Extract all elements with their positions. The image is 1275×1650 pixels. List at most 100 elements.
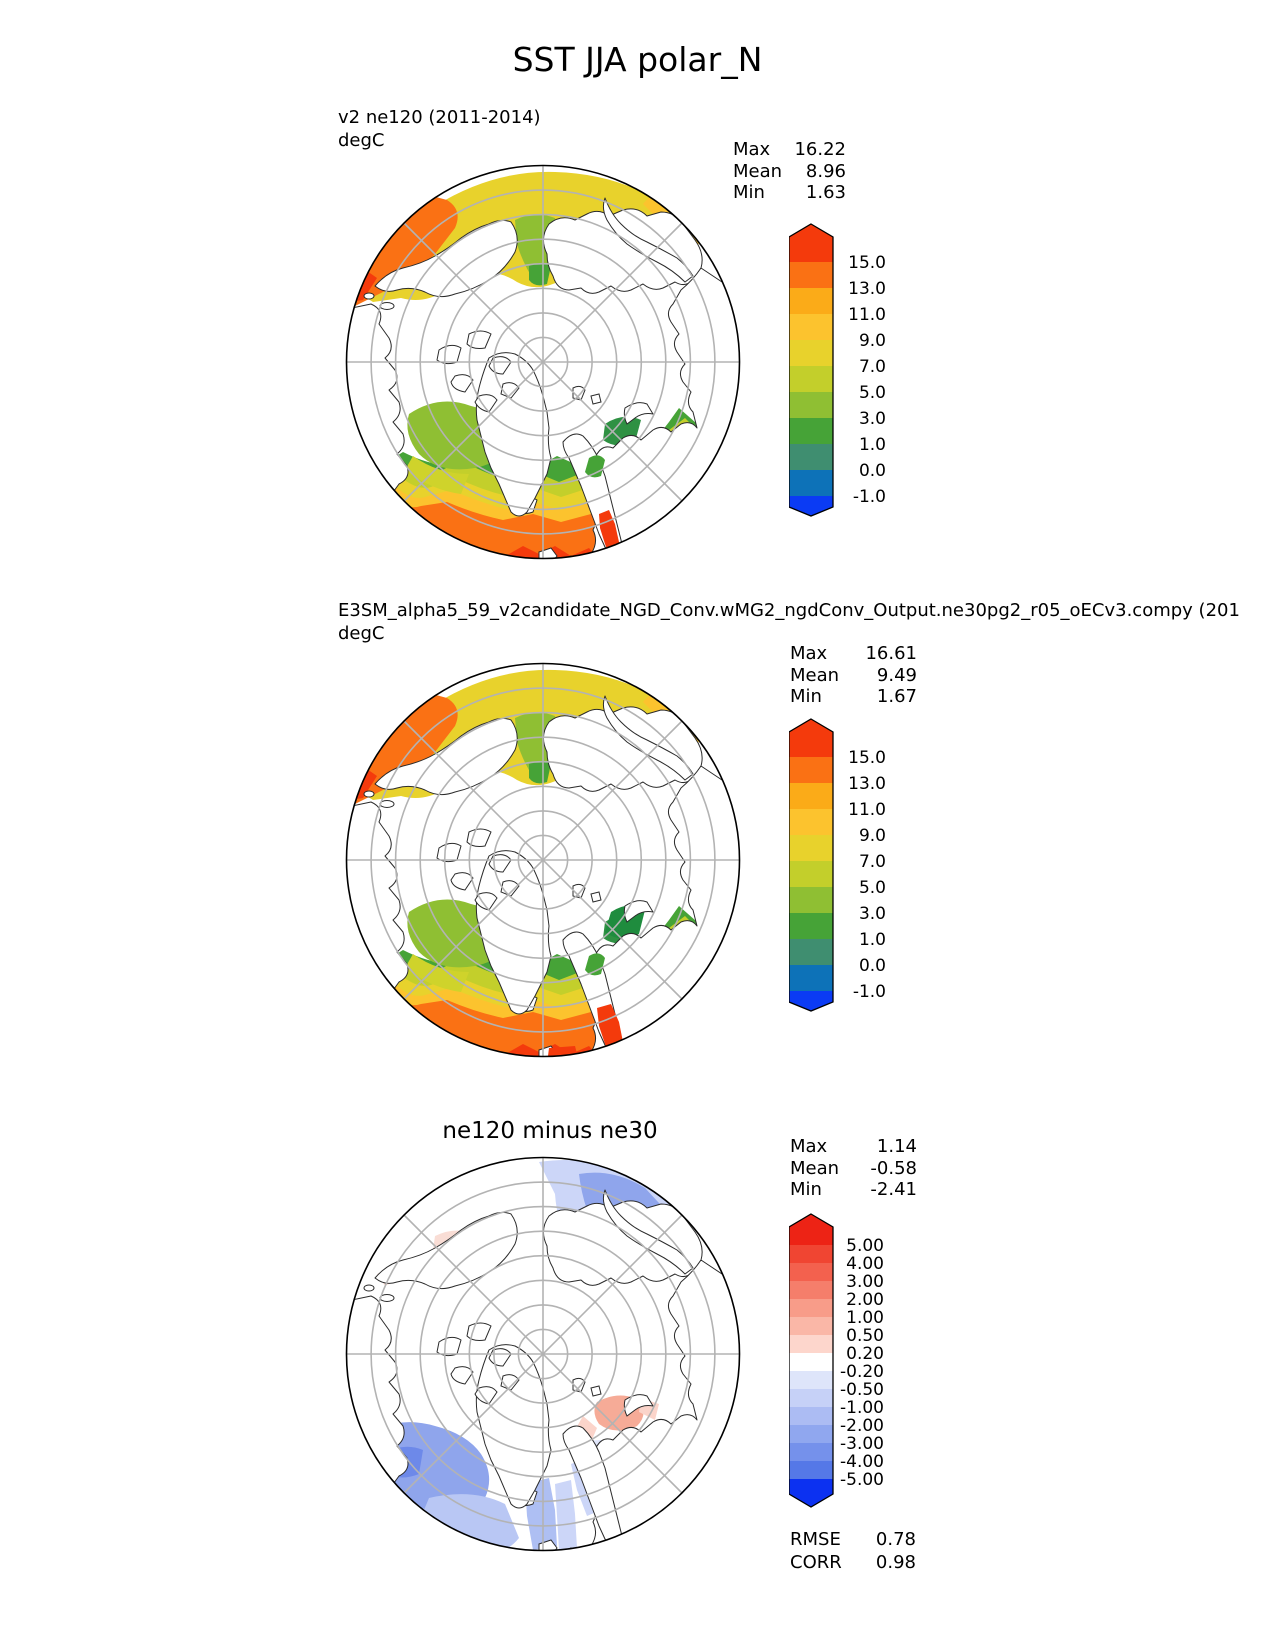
- colorbar-band: [789, 366, 833, 392]
- colorbar-tick-label: 2.00: [846, 1290, 884, 1310]
- stat-value: 16.22: [794, 139, 846, 160]
- colorbar-tick-label: 0.50: [846, 1326, 884, 1346]
- colorbar-tick-label: 0.20: [846, 1344, 884, 1364]
- colorbar-tick-label: 1.0: [859, 435, 886, 455]
- colorbar-band: [789, 496, 833, 516]
- colorbar-outline: [789, 718, 834, 1012]
- stat-label: Min: [733, 182, 765, 203]
- colorbar-band: [789, 1407, 833, 1425]
- stat-label: Mean: [790, 664, 840, 686]
- stat-label: Max: [790, 1136, 828, 1157]
- colorbar-outline: [789, 1213, 834, 1508]
- colorbar-tick-label: 5.0: [859, 383, 886, 403]
- colorbar-tick-label: 5.00: [846, 1236, 884, 1256]
- colorbar-tick-label: 0.0: [859, 956, 886, 976]
- colorbar-band: [789, 288, 833, 314]
- stat-value: 8.96: [805, 160, 846, 182]
- colorbar-band: [789, 835, 833, 861]
- panel2-dataset-name: E3SM_alpha5_59_v2candidate_NGD_Conv.wMG2…: [338, 600, 1240, 621]
- stat-label: Mean: [790, 1157, 840, 1179]
- colorbar-band: [789, 340, 833, 366]
- panel1-stats: Max 16.22 Mean 8.96 Min 1.63: [733, 139, 846, 204]
- figure-title: SST JJA polar_N: [512, 40, 763, 79]
- colorbar-tick-label: -1.0: [853, 487, 886, 507]
- colorbar-tick-label: -1.0: [853, 982, 886, 1002]
- colorbar-tick-label: 3.00: [846, 1272, 884, 1292]
- south-warm-spot: [547, 1046, 579, 1057]
- panel1-dataset-name: v2 ne120 (2011-2014): [338, 107, 541, 128]
- colorbar-tick-label: 13.0: [848, 774, 886, 794]
- colorbar-tick-label: -5.00: [840, 1470, 884, 1490]
- colorbar-band: [789, 470, 833, 496]
- colorbar-tick-label: 15.0: [848, 748, 886, 768]
- colorbar-band: [789, 913, 833, 939]
- panel3-stats: Max 1.14 Mean -0.58 Min -2.41: [790, 1136, 917, 1201]
- colorbar-outline: [789, 223, 834, 517]
- colorbar-tick-label: 7.0: [859, 852, 886, 872]
- colorbar-band: [789, 991, 833, 1011]
- stat-value: 1.67: [876, 686, 917, 707]
- panel2-stats: Max 16.61 Mean 9.49 Min 1.67: [790, 643, 917, 708]
- colorbar-band: [789, 444, 833, 470]
- colorbar-ne120: 15.0 13.0 11.0 9.0 7.0 5.0 3.0 1.0 0.0 -1.0: [789, 223, 886, 517]
- colorbar-tick-label: 3.0: [859, 904, 886, 924]
- colorbar-band: [789, 965, 833, 991]
- map-polar-ne30: [345, 662, 741, 1058]
- colorbar-band: [789, 1479, 833, 1507]
- colorbar-band: [789, 1443, 833, 1461]
- colorbar-band: [789, 861, 833, 887]
- stat-value: 1.14: [876, 1136, 917, 1157]
- colorbar-band: [789, 262, 833, 288]
- colorbar-tick-label: 9.0: [859, 331, 886, 351]
- panel2-label: E3SM_alpha5_59_v2candidate_NGD_Conv.wMG2…: [338, 599, 1275, 645]
- colorbar-tick-label: 0.0: [859, 461, 886, 481]
- stat-label: Max: [790, 643, 828, 664]
- map-border: [345, 1156, 741, 1552]
- white-sea-patch: [585, 953, 605, 976]
- colorbar-band: [789, 783, 833, 809]
- colorbar-band: [789, 757, 833, 783]
- colorbar-tick-label: 7.0: [859, 357, 886, 377]
- colorbar-tick-label: -0.50: [840, 1380, 884, 1400]
- colorbar-band: [789, 719, 833, 757]
- colorbar-band: [789, 1245, 833, 1263]
- colorbar-band: [789, 1389, 833, 1407]
- stat-value: -0.58: [870, 1157, 917, 1179]
- colorbar-band: [789, 887, 833, 913]
- colorbar-tick-label: -1.00: [840, 1398, 884, 1418]
- colorbar-band: [789, 1299, 833, 1317]
- colorbar-tick-label: 15.0: [848, 253, 886, 273]
- colorbar-band: [789, 1281, 833, 1299]
- colorbar-band: [789, 809, 833, 835]
- colorbar-band: [789, 1425, 833, 1443]
- colorbar-band: [789, 1371, 833, 1389]
- colorbar-band: [789, 314, 833, 340]
- colorbar-band: [789, 939, 833, 965]
- stat-value: 9.49: [876, 664, 917, 686]
- colorbar-tick-label: 11.0: [848, 305, 886, 325]
- colorbar-tick-label: -4.00: [840, 1452, 884, 1472]
- stat-value: 16.61: [865, 643, 917, 664]
- stat-label: Mean: [733, 160, 783, 182]
- colorbar-tick-label: 13.0: [848, 279, 886, 299]
- stat-label: Min: [790, 686, 822, 707]
- white-sea-patch: [585, 455, 605, 478]
- colorbar-tick-label: 1.00: [846, 1308, 884, 1328]
- colorbar-tick-label: -2.00: [840, 1416, 884, 1436]
- map-border: [345, 164, 741, 560]
- stat-label: Max: [733, 139, 771, 160]
- panel3-title: ne120 minus ne30: [442, 1118, 658, 1144]
- colorbar-tick-label: 4.00: [846, 1254, 884, 1274]
- colorbar-tick-label: 5.0: [859, 878, 886, 898]
- colorbar-band: [789, 1335, 833, 1353]
- panel3-metrics: RMSE 0.78 CORR 0.98: [790, 1528, 916, 1574]
- map-polar-diff: [345, 1156, 741, 1552]
- panel2-units: degC: [338, 623, 385, 644]
- colorbar-band: [789, 1263, 833, 1281]
- colorbar-tick-label: -0.20: [840, 1362, 884, 1382]
- colorbar-diff: 5.004.003.002.001.000.500.20-0.20-0.50-1…: [789, 1213, 884, 1508]
- panel1-label: v2 ne120 (2011-2014) degC: [338, 106, 938, 152]
- stat-label: Min: [790, 1179, 822, 1200]
- colorbar-band: [789, 1461, 833, 1479]
